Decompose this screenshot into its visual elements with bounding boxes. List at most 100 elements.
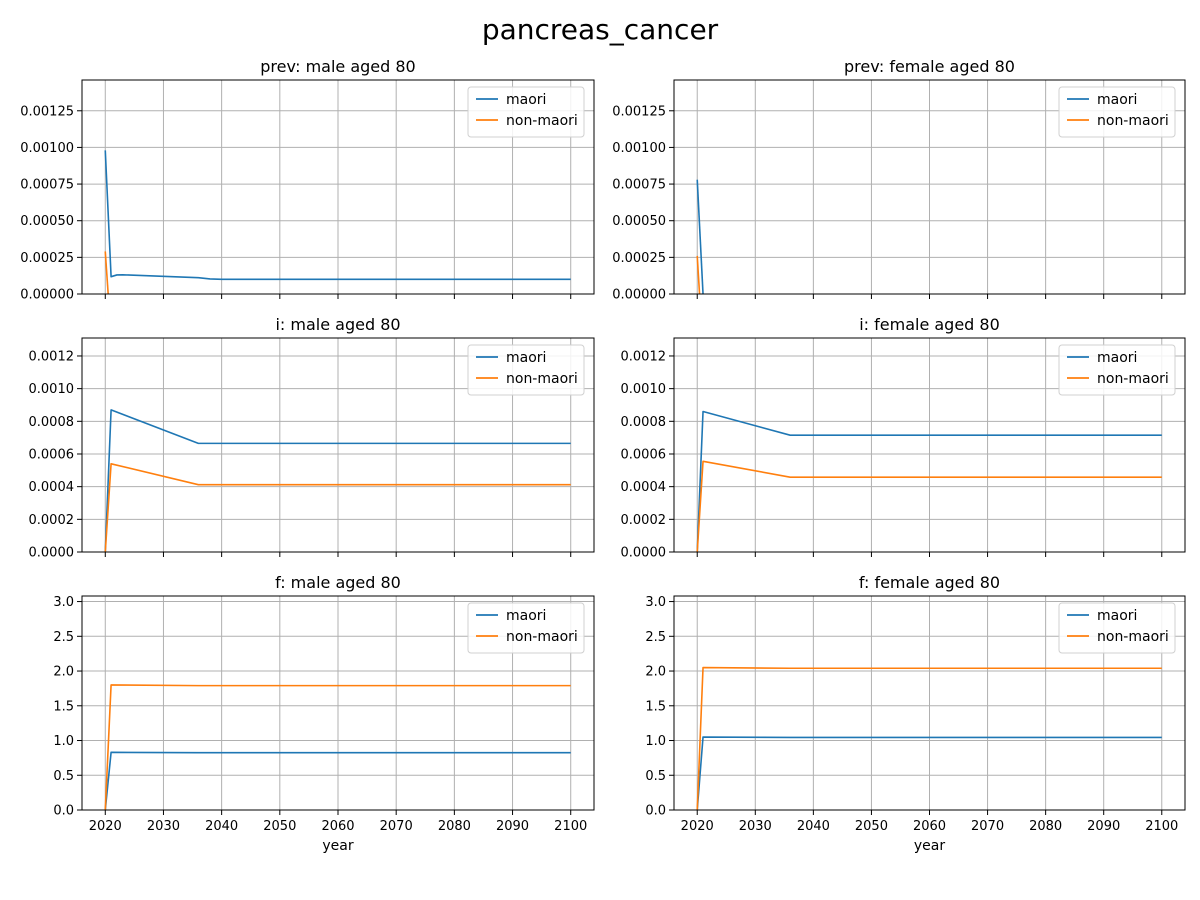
x-tick-label: 2030 (147, 819, 180, 834)
y-tick-label: 2.0 (645, 665, 666, 680)
panel-title: i: male aged 80 (275, 315, 400, 334)
y-tick-label: 0.0006 (29, 447, 75, 462)
legend-label: non-maori (1097, 371, 1169, 387)
panel-title: f: male aged 80 (275, 573, 401, 592)
y-tick-label: 0.0 (53, 804, 74, 819)
y-tick-label: 0.0 (645, 804, 666, 819)
x-tick-label: 2100 (554, 819, 587, 834)
panel-5: 2020 2030 2040 2050 2060 2070 2080 2090 2100 0.0 0… (53, 573, 595, 854)
x-tick-label: 2050 (855, 819, 888, 834)
figure-title: pancreas_cancer (482, 13, 719, 46)
y-tick-label: 0.0012 (621, 349, 667, 364)
series-line-non-maori (104, 251, 109, 294)
y-tick-label: 0.5 (53, 769, 74, 784)
plot-frame (81, 595, 595, 811)
x-tick-label: 2020 (681, 819, 714, 834)
y-tick-label: 0.0008 (29, 415, 75, 430)
panel-4: 0.0000 0.0002 0.0004 0.0006 0.0008 0.0010 0.00… (621, 315, 1186, 561)
legend-label: maori (1097, 608, 1137, 624)
y-tick-label: 0.00025 (20, 251, 74, 266)
x-tick-label: 2090 (1087, 819, 1120, 834)
legend-label: non-maori (506, 371, 578, 387)
legend-label: non-maori (1097, 629, 1169, 645)
y-tick-label: 1.0 (645, 734, 666, 749)
legend-label: non-maori (506, 629, 578, 645)
y-tick-label: 0.00000 (612, 288, 666, 303)
legend-label: maori (506, 92, 546, 108)
legend-label: maori (1097, 92, 1137, 108)
x-axis-label: year (322, 838, 353, 854)
y-tick-label: 0.00050 (612, 214, 666, 229)
series-line-maori (104, 150, 571, 281)
series-line-non-maori (696, 255, 701, 294)
y-tick-label: 1.0 (53, 734, 74, 749)
y-tick-label: 3.0 (645, 595, 666, 610)
y-tick-label: 3.0 (53, 595, 74, 610)
y-tick-label: 1.5 (53, 699, 74, 714)
y-tick-label: 0.00100 (612, 141, 666, 156)
y-tick-label: 0.00075 (612, 178, 666, 193)
x-tick-label: 2090 (496, 819, 529, 834)
y-tick-label: 0.00075 (20, 178, 74, 193)
x-tick-label: 2040 (797, 819, 830, 834)
x-tick-label: 2080 (1029, 819, 1062, 834)
x-axis-label: year (914, 838, 945, 854)
series-line-maori (104, 409, 571, 552)
y-tick-label: 0.00000 (20, 288, 74, 303)
y-tick-label: 0.0008 (621, 415, 667, 430)
y-tick-label: 0.0000 (621, 546, 667, 561)
series-line-non-maori (696, 460, 1162, 552)
panel-title: f: female aged 80 (859, 573, 1000, 592)
y-tick-label: 0.0000 (29, 546, 75, 561)
series-line-non-maori (696, 666, 1162, 810)
x-tick-label: 2080 (438, 819, 471, 834)
series-line-maori (696, 410, 1162, 552)
panel-3: 0.0000 0.0002 0.0004 0.0006 0.0008 0.0010 0.00… (29, 315, 595, 561)
series-line-maori (696, 179, 704, 294)
plot-frame (673, 79, 1186, 295)
y-tick-label: 0.5 (645, 769, 666, 784)
y-tick-label: 0.00125 (612, 104, 666, 119)
x-tick-label: 2050 (263, 819, 296, 834)
legend: maori non-maori (467, 602, 585, 654)
plot-frame (81, 79, 595, 295)
y-tick-label: 0.00100 (20, 141, 74, 156)
y-tick-label: 0.0006 (621, 447, 667, 462)
y-tick-label: 2.5 (53, 630, 74, 645)
y-tick-label: 0.0010 (29, 382, 75, 397)
series-line-maori (104, 751, 571, 810)
series-line-maori (696, 736, 1162, 810)
panel-title: i: female aged 80 (859, 315, 1000, 334)
y-tick-label: 1.5 (645, 699, 666, 714)
panel-title: prev: male aged 80 (260, 57, 415, 76)
series-line-non-maori (104, 684, 571, 810)
legend-label: maori (506, 608, 546, 624)
y-tick-label: 0.00025 (612, 251, 666, 266)
y-tick-label: 2.5 (645, 630, 666, 645)
x-tick-label: 2070 (971, 819, 1004, 834)
panel-title: prev: female aged 80 (844, 57, 1015, 76)
x-tick-label: 2060 (913, 819, 946, 834)
x-tick-label: 2030 (739, 819, 772, 834)
legend: maori non-maori (1058, 602, 1176, 654)
x-tick-label: 2020 (89, 819, 122, 834)
legend: maori non-maori (1058, 86, 1176, 138)
y-tick-label: 2.0 (53, 665, 74, 680)
x-tick-label: 2060 (321, 819, 354, 834)
legend: maori non-maori (467, 344, 585, 396)
y-tick-label: 0.00050 (20, 214, 74, 229)
x-tick-label: 2100 (1145, 819, 1178, 834)
y-tick-label: 0.0002 (29, 513, 75, 528)
x-tick-label: 2040 (205, 819, 238, 834)
y-tick-label: 0.0012 (29, 349, 75, 364)
y-tick-label: 0.0002 (621, 513, 667, 528)
panel-2: 0.00000 0.00025 0.00050 0.00075 0.00100 0.001… (612, 57, 1186, 303)
legend: maori non-maori (1058, 344, 1176, 396)
plot-frame (673, 337, 1186, 553)
y-tick-label: 0.00125 (20, 104, 74, 119)
x-tick-label: 2070 (380, 819, 413, 834)
y-tick-label: 0.0010 (621, 382, 667, 397)
legend-label: maori (506, 350, 546, 366)
y-tick-label: 0.0004 (29, 480, 75, 495)
